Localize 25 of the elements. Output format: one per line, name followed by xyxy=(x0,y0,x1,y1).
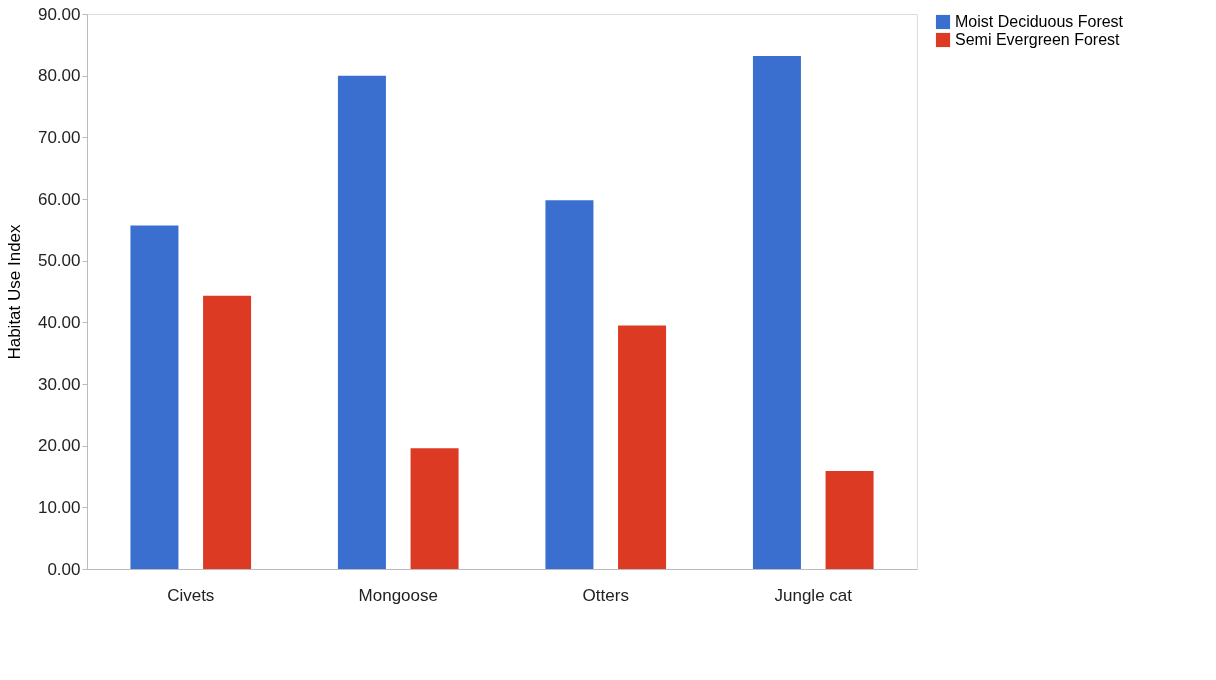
bar xyxy=(130,225,179,569)
y-tick-label: 50.00 xyxy=(37,251,81,271)
y-tick-label: 20.00 xyxy=(37,436,81,456)
y-tick-label: 30.00 xyxy=(37,374,81,394)
bar xyxy=(752,55,801,569)
y-tick-label: 0.00 xyxy=(47,559,81,579)
bar xyxy=(825,470,874,569)
bar xyxy=(337,75,386,569)
x-tick-label: Otters xyxy=(582,585,629,605)
y-axis-title: Habitat Use Index xyxy=(4,223,24,360)
x-tick-label: Mongoose xyxy=(358,585,438,605)
legend-label: Moist Deciduous Forest xyxy=(955,13,1124,30)
bar xyxy=(410,448,459,569)
y-tick-label: 70.00 xyxy=(37,127,81,147)
y-tick-label: 90.00 xyxy=(37,4,81,24)
bar xyxy=(203,295,252,569)
y-tick-label: 60.00 xyxy=(37,189,81,209)
x-tick-label: Jungle cat xyxy=(774,585,853,605)
y-tick-label: 40.00 xyxy=(37,312,81,332)
bar xyxy=(618,325,667,569)
y-tick-label: 10.00 xyxy=(37,497,81,517)
legend-label: Semi Evergreen Forest xyxy=(955,31,1121,48)
x-tick-label: Civets xyxy=(167,585,215,605)
y-tick-label: 80.00 xyxy=(37,66,81,86)
bar xyxy=(545,200,594,569)
